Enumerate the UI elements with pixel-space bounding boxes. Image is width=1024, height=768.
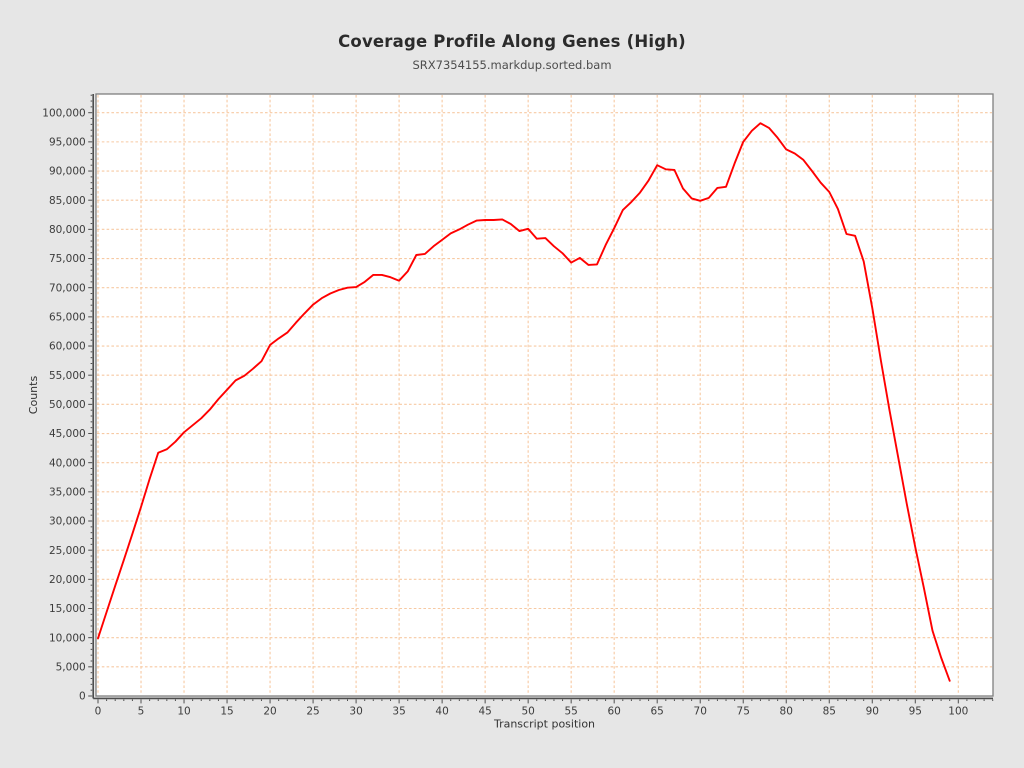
x-tick-label: 25 [306,706,319,718]
y-tick-label: 90,000 [49,166,86,178]
y-tick-label: 0 [79,691,86,703]
chart-title: Coverage Profile Along Genes (High) [338,32,686,51]
x-tick-label: 70 [694,706,707,718]
y-tick-label: 65,000 [49,312,86,324]
y-tick-label: 15,000 [49,603,86,615]
y-tick-label: 45,000 [49,428,86,440]
tick-marks [88,94,994,704]
chart-subtitle: SRX7354155.markdup.sorted.bam [412,58,612,72]
y-tick-label: 25,000 [49,545,86,557]
y-tick-label: 85,000 [49,195,86,207]
y-tick-label: 35,000 [49,487,86,499]
y-tick-label: 10,000 [49,632,86,644]
x-tick-label: 100 [948,706,968,718]
y-tick-label: 95,000 [49,137,86,149]
y-tick-label: 30,000 [49,516,86,528]
x-tick-label: 45 [478,706,491,718]
y-tick-label: 70,000 [49,282,86,294]
x-tick-label: 50 [521,706,534,718]
plot-area [95,93,994,697]
x-tick-label: 20 [263,706,276,718]
x-tick-label: 75 [737,706,750,718]
x-tick-label: 55 [564,706,577,718]
y-tick-label: 50,000 [49,399,86,411]
y-tick-label: 75,000 [49,253,86,265]
y-tick-label: 80,000 [49,224,86,236]
x-tick-label: 80 [780,706,793,718]
x-tick-label: 85 [823,706,836,718]
coverage-series-line [97,122,951,682]
x-tick-label: 65 [651,706,664,718]
x-tick-label: 40 [435,706,448,718]
x-tick-label: 30 [349,706,362,718]
y-tick-label: 40,000 [49,457,86,469]
y-tick-label: 20,000 [49,574,86,586]
x-tick-label: 90 [866,706,879,718]
y-tick-label: 5,000 [56,662,86,674]
x-tick-label: 5 [138,706,145,718]
axis-lines [92,94,993,700]
x-tick-label: 0 [95,706,102,718]
y-tick-label: 100,000 [42,107,85,119]
x-tick-label: 15 [220,706,233,718]
x-tick-label: 35 [392,706,405,718]
y-tick-label: 60,000 [49,341,86,353]
x-tick-label: 95 [909,706,922,718]
x-axis-title: Transcript position [493,718,595,731]
y-axis-title: Counts [27,376,40,415]
x-tick-label: 10 [177,706,190,718]
grid-lines [97,95,992,695]
x-tick-label: 60 [607,706,620,718]
y-tick-label: 55,000 [49,370,86,382]
